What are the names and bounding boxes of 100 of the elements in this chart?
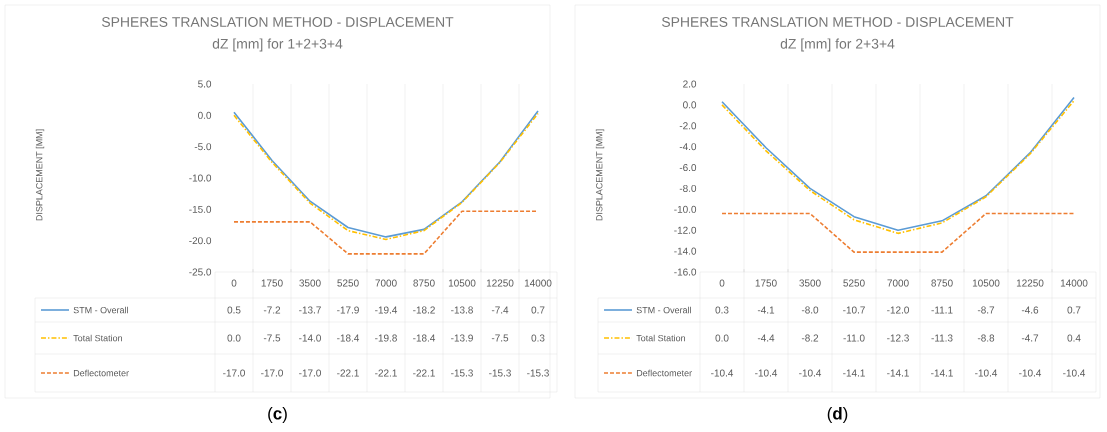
- y-tick-label: -20.0: [189, 237, 212, 245]
- y-tick-label: -14.0: [674, 247, 697, 255]
- x-tick-label: 14000: [524, 279, 552, 287]
- data-label: -10.4: [1063, 369, 1086, 377]
- x-tick-label: 7000: [887, 279, 909, 287]
- y-tick-label: 2.0: [683, 80, 697, 88]
- y-axis-title: DISPLACEMENT [MM]: [35, 129, 45, 221]
- data-label: -13.8: [451, 306, 473, 314]
- y-tick-label: -12.0: [674, 226, 697, 234]
- data-label: -7.5: [263, 334, 281, 342]
- x-tick-label: 0: [231, 279, 237, 287]
- data-label: 0.3: [531, 334, 545, 342]
- legend-label: Deflectometer: [636, 369, 692, 377]
- data-label: -19.8: [375, 334, 397, 342]
- data-label: -22.1: [337, 369, 359, 377]
- data-label: -8.2: [801, 334, 819, 342]
- data-label: -22.1: [375, 369, 397, 377]
- data-label: -17.0: [299, 369, 321, 377]
- data-label: -17.9: [337, 306, 359, 314]
- x-tick-label: 12250: [486, 279, 514, 287]
- y-tick-label: -5.0: [194, 143, 212, 151]
- y-tick-label: -16.0: [674, 268, 697, 276]
- data-label: -14.1: [887, 369, 909, 377]
- data-label: -11.3: [931, 334, 953, 342]
- data-label: -17.0: [223, 369, 245, 377]
- y-tick-label: -25.0: [189, 268, 212, 276]
- y-tick-label: -6.0: [679, 164, 697, 172]
- chart-title: SPHERES TRANSLATION METHOD - DISPLACEMENT: [661, 17, 1014, 27]
- y-tick-label: 0.0: [683, 101, 697, 109]
- y-tick-label: -10.0: [674, 205, 697, 213]
- data-label: -22.1: [413, 369, 435, 377]
- x-tick-label: 8750: [931, 279, 953, 287]
- legend-label: Total Station: [73, 334, 122, 342]
- data-label: 0.4: [1067, 334, 1081, 342]
- y-tick-label: -2.0: [679, 122, 697, 130]
- data-label: 0.7: [1067, 306, 1081, 314]
- x-tick-label: 14000: [1060, 279, 1088, 287]
- data-label: -4.1: [757, 306, 775, 314]
- data-label: -14.1: [843, 369, 865, 377]
- data-label: -11.1: [931, 306, 953, 314]
- x-tick-label: 5250: [337, 279, 359, 287]
- data-label: 0.7: [531, 306, 545, 314]
- data-label: -4.7: [1021, 334, 1039, 342]
- x-tick-label: 1750: [261, 279, 283, 287]
- data-label: -13.9: [451, 334, 473, 342]
- data-label: -15.3: [451, 369, 473, 377]
- data-label: -10.4: [1019, 369, 1042, 377]
- x-tick-label: 7000: [375, 279, 397, 287]
- data-label: -14.0: [299, 334, 321, 342]
- data-label: -18.2: [413, 306, 435, 314]
- x-tick-label: 5250: [843, 279, 865, 287]
- data-label: -12.3: [887, 334, 909, 342]
- data-label: -10.4: [755, 369, 778, 377]
- data-label: -19.4: [375, 306, 398, 314]
- data-label: -12.0: [887, 306, 909, 314]
- legend-label: Deflectometer: [73, 369, 129, 377]
- y-tick-label: -10.0: [189, 174, 212, 182]
- x-tick-label: 10500: [448, 279, 476, 287]
- data-label: -17.0: [261, 369, 283, 377]
- y-tick-label: 5.0: [198, 80, 212, 88]
- data-label: 0.5: [227, 306, 241, 314]
- chart-subtitle: dZ [mm] for 1+2+3+4: [212, 38, 343, 52]
- data-label: 0.0: [227, 334, 241, 342]
- data-label: -15.3: [489, 369, 511, 377]
- data-label: -15.3: [527, 369, 549, 377]
- text: (d): [827, 407, 848, 423]
- x-tick-label: 0: [719, 279, 725, 287]
- y-tick-label: 0.0: [198, 111, 212, 119]
- x-tick-label: 3500: [299, 279, 321, 287]
- x-tick-label: 3500: [799, 279, 821, 287]
- text: (c): [268, 407, 287, 423]
- data-label: -4.6: [1021, 306, 1039, 314]
- data-label: -18.4: [413, 334, 436, 342]
- chart-subtitle: dZ [mm] for 2+3+4: [780, 38, 895, 52]
- data-label: -7.5: [491, 334, 509, 342]
- data-label: -7.2: [263, 306, 281, 314]
- y-axis-title: DISPLACEMENT [MM]: [595, 129, 605, 221]
- data-label: -10.4: [975, 369, 998, 377]
- x-tick-label: 10500: [972, 279, 1000, 287]
- data-label: -4.4: [757, 334, 775, 342]
- data-label: -8.7: [977, 306, 995, 314]
- data-label: -14.1: [931, 369, 953, 377]
- data-label: -8.8: [977, 334, 995, 342]
- y-tick-label: -8.0: [679, 184, 697, 192]
- data-label: -11.0: [843, 334, 865, 342]
- data-label: -10.4: [799, 369, 822, 377]
- x-tick-label: 12250: [1016, 279, 1044, 287]
- data-label: 0.3: [715, 306, 729, 314]
- data-label: -10.7: [843, 306, 865, 314]
- data-label: -13.7: [299, 306, 321, 314]
- legend-label: STM - Overall: [73, 306, 128, 314]
- y-tick-label: -15.0: [189, 205, 212, 213]
- chart-title: SPHERES TRANSLATION METHOD - DISPLACEMENT: [101, 17, 454, 27]
- x-tick-label: 8750: [413, 279, 435, 287]
- data-label: -18.4: [337, 334, 360, 342]
- data-label: -10.4: [711, 369, 734, 377]
- legend-label: Total Station: [636, 334, 685, 342]
- data-label: -7.4: [491, 306, 509, 314]
- legend-label: STM - Overall: [636, 306, 691, 314]
- data-label: 0.0: [715, 334, 729, 342]
